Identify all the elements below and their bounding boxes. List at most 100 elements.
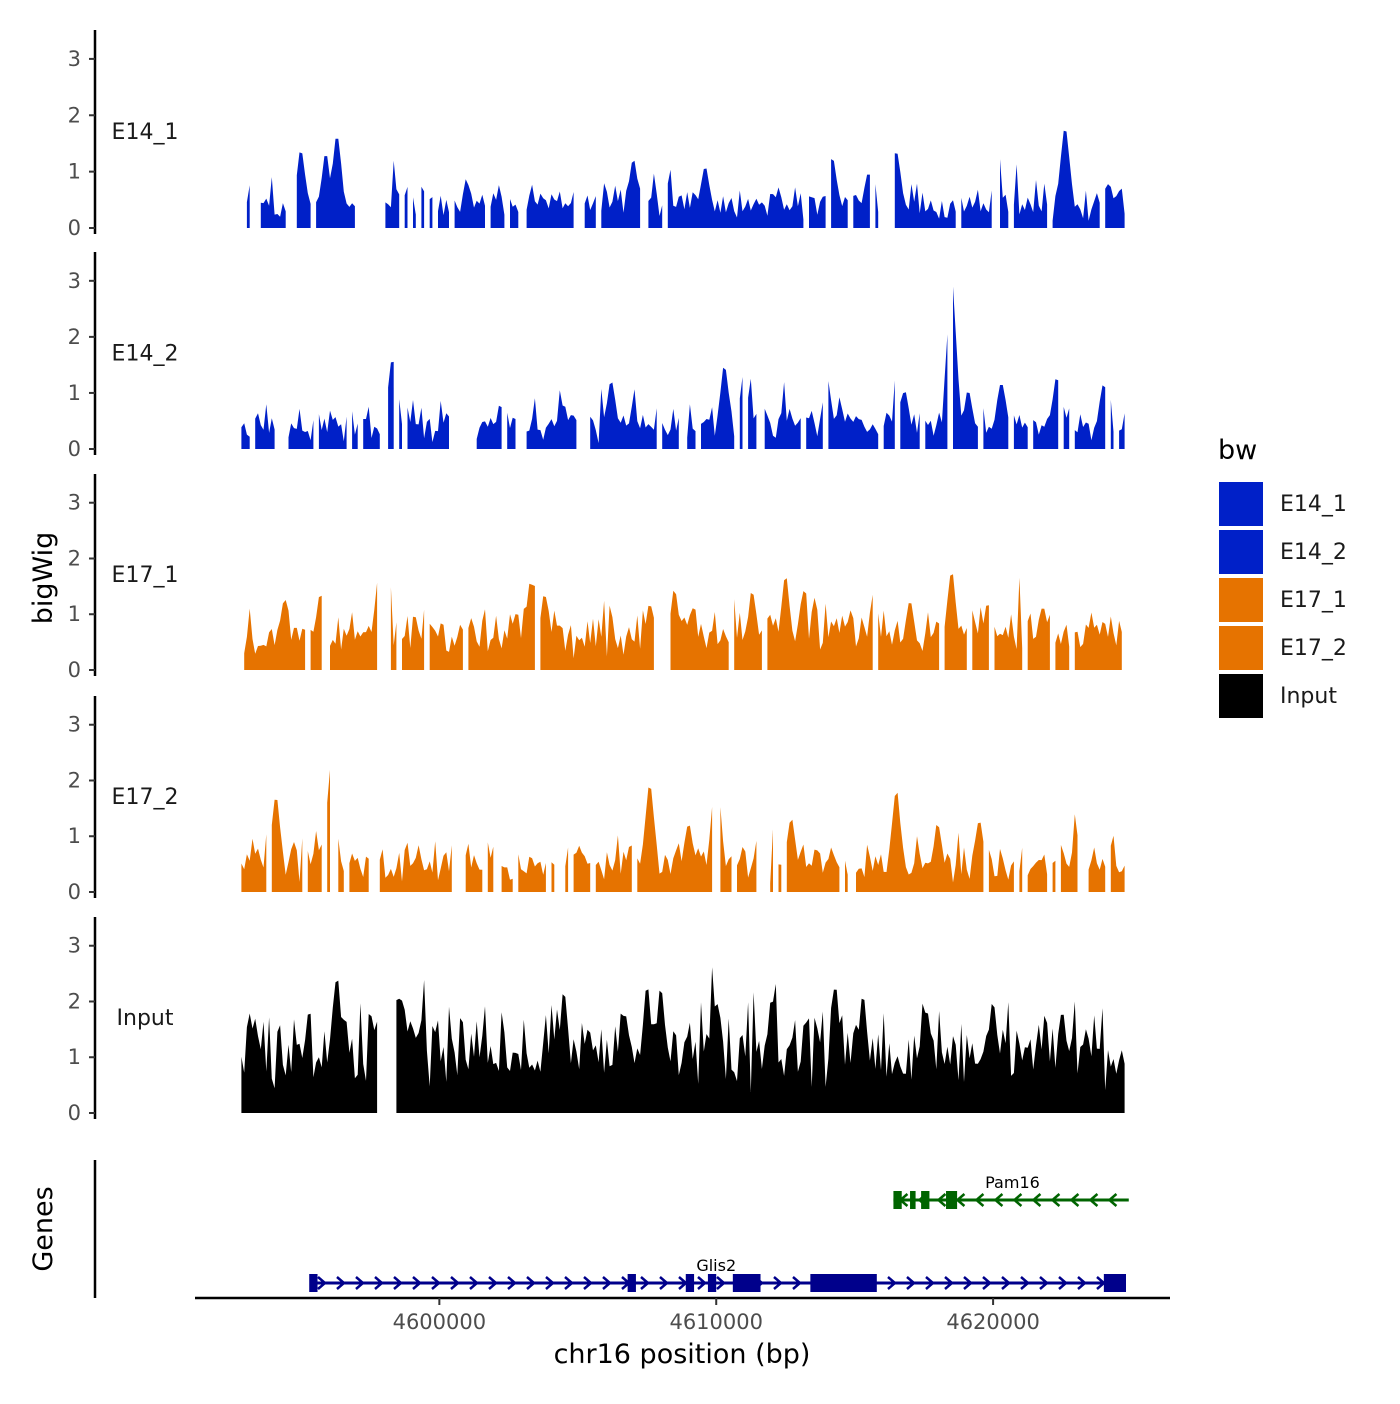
coverage-area <box>1074 385 1106 449</box>
coverage-area <box>875 184 879 228</box>
coverage-area <box>551 862 555 892</box>
legend-label: E14_1 <box>1280 492 1347 517</box>
strand-arrow <box>906 1276 916 1290</box>
coverage-area <box>595 835 632 892</box>
coverage-area <box>349 853 369 892</box>
coverage-area <box>1105 184 1125 228</box>
coverage-area <box>988 848 1014 892</box>
strand-arrow <box>792 1276 802 1290</box>
strand-arrow <box>716 1276 726 1290</box>
coverage-area <box>385 160 400 228</box>
coverage-area <box>1052 860 1056 892</box>
coverage-area <box>318 410 347 449</box>
coverage-area <box>468 583 535 670</box>
coverage-area <box>327 769 330 892</box>
coverage-area <box>438 195 449 228</box>
strand-arrow <box>374 1276 384 1290</box>
coverage-area <box>767 578 873 670</box>
coverage-area <box>972 605 989 670</box>
coverage-area <box>330 582 378 670</box>
strand-arrow <box>944 1276 954 1290</box>
coverage-area <box>507 412 516 449</box>
coverage-area <box>540 596 654 670</box>
y-tick-label: 0 <box>68 1101 81 1125</box>
y-tick-label: 3 <box>68 491 81 515</box>
strand-arrow <box>1039 1276 1049 1290</box>
strand-arrow <box>955 1193 966 1207</box>
coverage-area <box>390 587 397 670</box>
strand-arrow <box>640 1276 650 1290</box>
coverage-area <box>662 408 679 449</box>
y-tick-label: 2 <box>68 768 81 792</box>
strand-arrow <box>1058 1276 1068 1290</box>
coverage-tracks: 0 1 2 3 E14_1 0 1 2 3 E14_2 0 1 2 3 E17_1 0 1 2 3 E17_2 0 1 2 3… <box>68 30 1125 1125</box>
x-axis-title: chr16 position (bp) <box>554 1339 811 1370</box>
coverage-area <box>307 831 322 892</box>
y-tick-label: 0 <box>68 437 81 461</box>
gene-label: Pam16 <box>985 1173 1040 1192</box>
coverage-area <box>379 841 452 892</box>
y-tick-label: 2 <box>68 546 81 570</box>
coverage-area <box>1088 847 1106 892</box>
coverage-area <box>983 385 1009 449</box>
gene-pam16: Pam16 <box>893 1173 1129 1209</box>
coverage-area <box>961 189 992 228</box>
coverage-area <box>856 792 984 892</box>
exon <box>707 1274 717 1292</box>
track-e17-1: 0 1 2 3 E17_1 <box>68 474 1122 682</box>
coverage-area <box>1013 164 1048 228</box>
y-tick-label: 1 <box>68 160 81 184</box>
strand-arrow <box>336 1276 346 1290</box>
coverage-area <box>1052 130 1100 228</box>
coverage-area <box>402 609 425 670</box>
track-label: Input <box>117 1006 174 1031</box>
x-tick-label: 4620000 <box>946 1310 1040 1334</box>
coverage-area <box>739 377 743 449</box>
y-tick-label: 3 <box>68 713 81 737</box>
coverage-area <box>421 186 425 228</box>
y-tick-label: 0 <box>68 880 81 904</box>
x-axis: 4600000 4610000 4620000 <box>195 1296 1170 1334</box>
coverage-area <box>526 390 577 449</box>
coverage-area <box>737 840 757 892</box>
coverage-area <box>255 404 275 449</box>
exon <box>732 1274 761 1292</box>
legend: bw E14_1 E14_2 E17_1 E17_2 Input <box>1217 435 1347 720</box>
coverage-area <box>241 834 267 892</box>
coverage-area <box>260 177 286 228</box>
coverage-area <box>764 382 801 449</box>
strand-arrow <box>431 1276 441 1290</box>
coverage-area <box>246 185 250 228</box>
strand-arrow <box>317 1276 327 1290</box>
exon <box>627 1274 636 1292</box>
strand-arrow <box>1077 1276 1087 1290</box>
coverage-area <box>845 860 848 892</box>
strand-arrow <box>887 1276 897 1290</box>
track-label: E14_1 <box>112 120 179 145</box>
legend-title: bw <box>1218 435 1257 466</box>
coverage-area <box>413 197 416 228</box>
coverage-area <box>241 423 250 449</box>
track-e17-2: 0 1 2 3 E17_2 <box>68 696 1125 904</box>
coverage-area <box>404 186 408 228</box>
strand-arrow <box>697 1276 707 1290</box>
strand-arrow <box>1012 1193 1023 1207</box>
strand-arrow <box>393 1276 403 1290</box>
coverage-area <box>1000 159 1009 228</box>
x-tick-label: 4600000 <box>393 1310 487 1334</box>
coverage-area <box>1063 406 1070 449</box>
coverage-area <box>1027 608 1050 670</box>
coverage-area <box>883 380 895 449</box>
track-label: E17_1 <box>112 563 179 588</box>
strand-arrow <box>545 1276 555 1290</box>
coverage-area <box>565 847 569 892</box>
coverage-area <box>687 404 696 449</box>
coverage-area <box>310 595 322 670</box>
exon <box>309 1274 318 1292</box>
strand-arrow <box>450 1276 460 1290</box>
coverage-area <box>501 866 513 892</box>
coverage-area <box>465 843 483 892</box>
coverage-area <box>584 195 596 228</box>
coverage-area <box>778 864 782 892</box>
strand-arrow <box>564 1276 574 1290</box>
